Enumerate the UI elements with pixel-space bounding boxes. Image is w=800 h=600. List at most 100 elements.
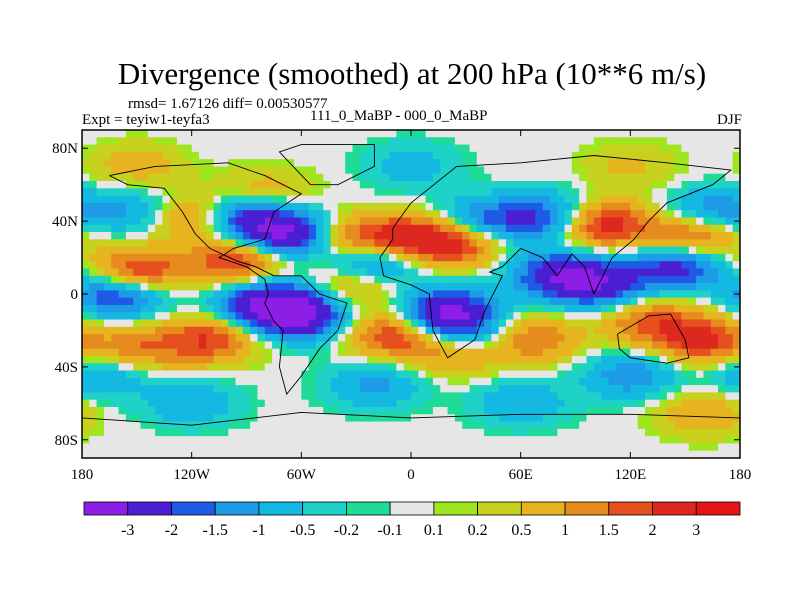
field-cell: [147, 130, 156, 138]
field-cell: [440, 275, 448, 284]
field-cell: [615, 166, 624, 175]
field-cell: [374, 210, 383, 218]
field-cell: [732, 406, 740, 415]
field-cell: [220, 421, 229, 430]
field-cell: [198, 392, 207, 401]
field-cell: [571, 173, 580, 182]
field-cell: [257, 224, 266, 233]
field-cell: [659, 275, 668, 284]
field-cell: [220, 436, 229, 444]
field-cell: [513, 312, 522, 320]
field-cell: [688, 275, 697, 284]
field-cell: [279, 406, 288, 415]
field-cell: [242, 159, 251, 167]
field-cell: [184, 392, 193, 401]
field-cell: [133, 319, 141, 328]
field-cell: [644, 326, 653, 335]
field-cell: [96, 414, 105, 422]
field-cell: [359, 261, 368, 269]
field-cell: [469, 341, 478, 350]
field-cell: [542, 326, 551, 335]
field-cell: [242, 363, 251, 371]
field-cell: [191, 290, 200, 299]
field-cell: [177, 232, 185, 240]
field-cell: [579, 355, 587, 364]
field-cell: [315, 304, 324, 313]
field-cell: [155, 181, 163, 189]
field-cell: [644, 290, 653, 299]
field-cell: [345, 239, 353, 248]
field-cell: [498, 363, 507, 371]
field-cell: [250, 326, 258, 335]
field-cell: [681, 392, 690, 401]
field-cell: [191, 436, 200, 444]
field-cell: [527, 304, 536, 313]
field-cell: [527, 232, 536, 240]
field-cell: [432, 326, 441, 335]
field-cell: [198, 188, 207, 196]
field-cell: [367, 297, 375, 306]
field-cell: [140, 151, 149, 160]
field-cell: [396, 348, 405, 357]
field-cell: [125, 159, 134, 167]
field-cell: [177, 275, 185, 284]
field-cell: [359, 436, 368, 444]
field-cell: [169, 348, 178, 357]
field-cell: [688, 414, 697, 422]
field-cell: [337, 159, 346, 167]
field-cell: [82, 319, 90, 328]
field-cell: [703, 421, 712, 430]
field-cell: [674, 377, 682, 386]
field-cell: [330, 312, 339, 320]
field-cell: [623, 348, 631, 357]
field-cell: [330, 195, 339, 204]
field-cell: [206, 239, 214, 248]
field-cell: [513, 399, 522, 408]
field-cell: [703, 246, 712, 255]
field-cell: [294, 319, 302, 328]
field-cell: [506, 188, 514, 196]
field-cell: [418, 414, 427, 422]
field-cell: [571, 436, 580, 444]
field-cell: [250, 334, 258, 342]
field-cell: [330, 319, 339, 328]
field-cell: [323, 188, 331, 196]
field-cell: [608, 428, 617, 437]
field-cell: [389, 385, 397, 393]
field-cell: [703, 261, 712, 269]
field-cell: [315, 246, 324, 255]
field-cell: [206, 414, 214, 422]
field-cell: [411, 290, 419, 299]
field-cell: [294, 348, 302, 357]
field-cell: [169, 392, 178, 401]
field-cell: [118, 297, 127, 306]
field-cell: [133, 450, 141, 458]
field-cell: [279, 428, 288, 437]
field-cell: [96, 348, 105, 357]
field-cell: [411, 428, 419, 437]
field-cell: [571, 166, 580, 175]
field-cell: [220, 224, 229, 233]
field-cell: [608, 283, 617, 291]
field-cell: [718, 246, 726, 255]
field-cell: [140, 253, 149, 262]
field-cell: [103, 188, 112, 196]
field-cell: [206, 363, 214, 371]
field-cell: [191, 348, 200, 357]
field-cell: [659, 348, 668, 357]
field-cell: [579, 239, 587, 248]
field-cell: [535, 341, 543, 350]
field-cell: [220, 137, 229, 145]
field-cell: [696, 268, 704, 277]
field-cell: [264, 392, 273, 401]
field-cell: [666, 414, 675, 422]
field-cell: [586, 385, 595, 393]
field-cell: [396, 341, 405, 350]
field-cell: [710, 355, 719, 364]
field-cell: [601, 159, 609, 167]
field-cell: [601, 341, 609, 350]
field-cell: [367, 290, 375, 299]
field-cell: [242, 268, 251, 277]
field-cell: [520, 312, 529, 320]
field-cell: [403, 261, 412, 269]
